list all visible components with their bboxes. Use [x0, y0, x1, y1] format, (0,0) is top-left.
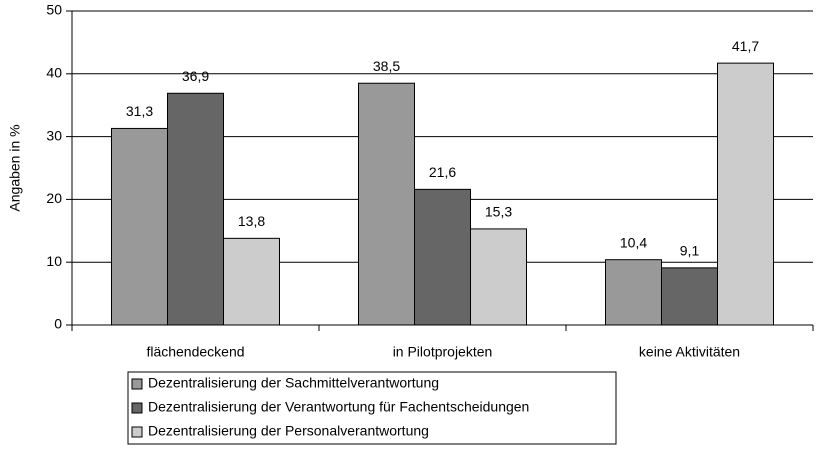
data-label: 36,9: [182, 68, 209, 84]
legend-swatch: [131, 378, 143, 390]
bar: [605, 259, 662, 326]
bar: [661, 267, 718, 326]
data-label: 38,5: [373, 58, 400, 74]
y-axis-label: Angaben in %: [7, 124, 23, 211]
data-label: 13,8: [238, 213, 265, 229]
legend-label: Dezentralisierung der Verantwortung für …: [148, 399, 529, 415]
data-label: 15,3: [485, 204, 512, 220]
y-tick-label: 20: [46, 190, 62, 206]
y-tick-label: 40: [46, 65, 62, 81]
x-tick-label: in Pilotprojekten: [393, 344, 493, 360]
bar: [167, 92, 224, 326]
y-tick-label: 50: [46, 2, 62, 18]
data-label: 9,1: [680, 243, 700, 259]
legend-label: Dezentralisierung der Sachmittelverantwo…: [148, 375, 439, 391]
bar: [358, 82, 415, 326]
data-label: 41,7: [732, 38, 759, 54]
bar: [111, 127, 168, 326]
legend-label: Dezentralisierung der Personalverantwort…: [148, 423, 429, 439]
bar: [717, 62, 774, 326]
x-tick-label: keine Aktivitäten: [639, 344, 740, 360]
legend-box: [127, 371, 617, 445]
y-tick-label: 30: [46, 127, 62, 143]
legend-swatch: [131, 426, 143, 438]
legend-swatch: [131, 402, 143, 414]
data-label: 10,4: [620, 234, 647, 250]
bar: [223, 237, 280, 326]
data-label: 21,6: [429, 164, 456, 180]
bar: [470, 228, 527, 326]
y-tick-label: 10: [46, 253, 62, 269]
bar: [414, 188, 471, 326]
y-tick-label: 0: [54, 316, 62, 332]
x-tick-label: flächendeckend: [146, 344, 244, 360]
data-label: 31,3: [126, 103, 153, 119]
